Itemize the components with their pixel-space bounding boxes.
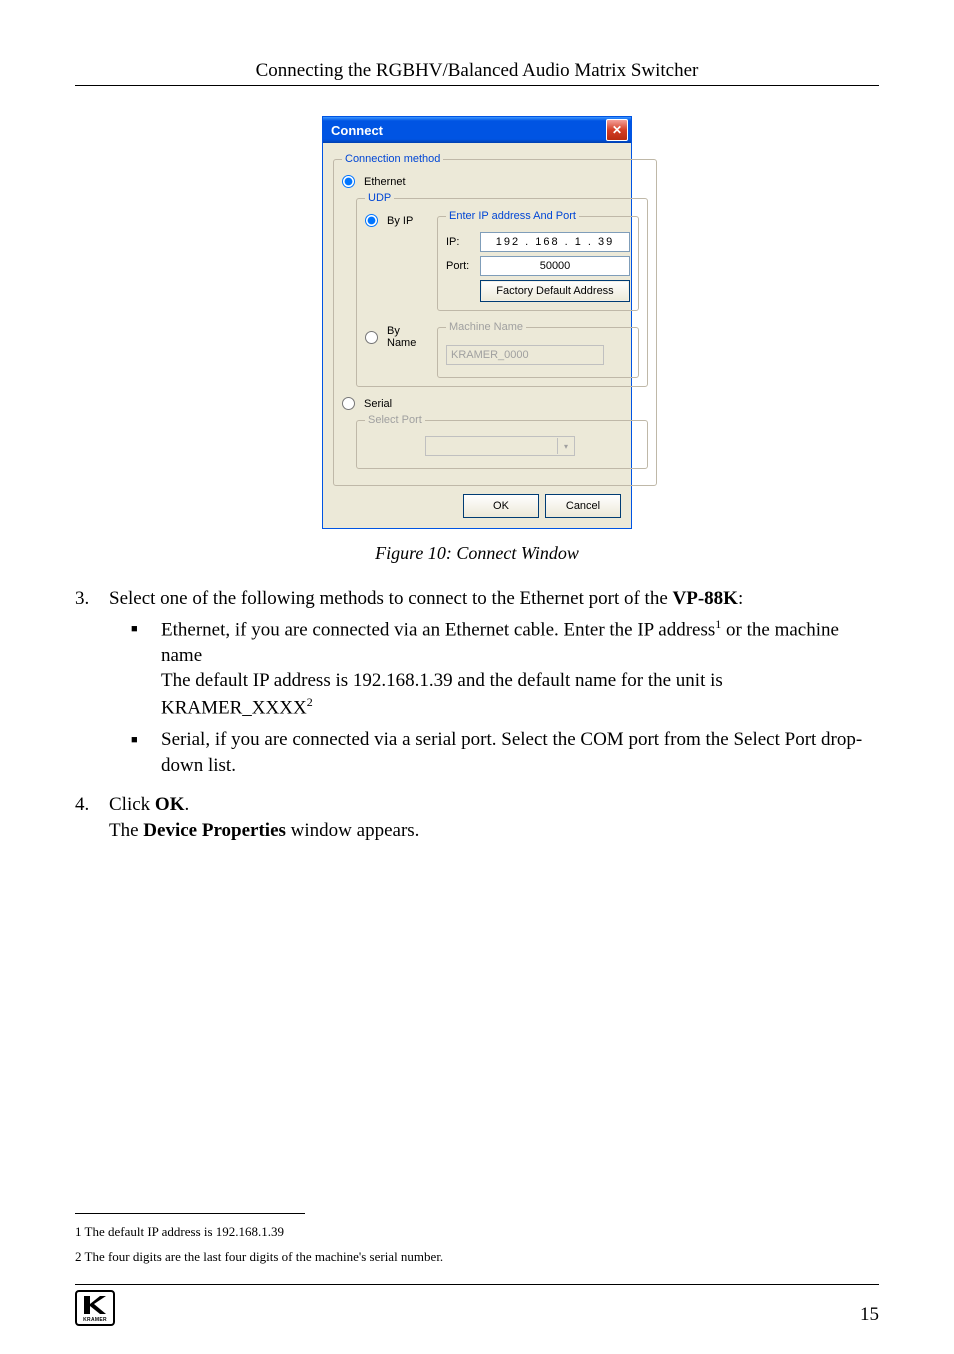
by-name-radio-row[interactable]: By Name	[365, 325, 431, 349]
machine-name-input[interactable]: KRAMER_0000	[446, 345, 604, 365]
serial-radio[interactable]	[342, 397, 355, 410]
close-button[interactable]: ✕	[606, 119, 628, 141]
by-ip-label: By IP	[387, 215, 413, 227]
step-4-f: window appears.	[286, 820, 420, 841]
bullet1-a: Ethernet, if you are connected via an Et…	[161, 619, 715, 640]
step-3-text-b: VP-88K	[673, 588, 738, 609]
step-4-num: 4.	[75, 792, 109, 843]
kramer-logo: KRAMER	[75, 1290, 115, 1326]
by-ip-radio[interactable]	[365, 214, 378, 227]
footnote-ref-2: 2	[307, 695, 313, 709]
step-3-num: 3.	[75, 586, 109, 784]
ip-label: IP:	[446, 236, 474, 248]
select-port-dropdown[interactable]: ▾	[425, 436, 575, 456]
step-3: 3. Select one of the following methods t…	[75, 586, 879, 784]
step-4: 4. Click OK. The Device Properties windo…	[75, 792, 879, 843]
step-4-d: The	[109, 820, 143, 841]
ethernet-radio-row[interactable]: Ethernet	[342, 175, 648, 188]
page-number: 15	[860, 1304, 879, 1326]
bullet-icon: ■	[131, 616, 161, 721]
figure-caption: Figure 10: Connect Window	[75, 543, 879, 564]
dialog-title: Connect	[331, 123, 383, 138]
machine-name-legend: Machine Name	[446, 321, 526, 333]
connection-method-legend: Connection method	[342, 153, 443, 165]
udp-legend: UDP	[365, 192, 394, 204]
step-4-c: .	[184, 794, 189, 815]
port-input[interactable]: 50000	[480, 256, 630, 276]
bullet1-c: The default IP address is 192.168.1.39 a…	[161, 670, 723, 718]
ip-row: IP: 192 . 168 . 1 . 39	[446, 232, 630, 252]
by-name-radio[interactable]	[365, 331, 378, 344]
by-name-label: By Name	[387, 325, 431, 349]
connect-dialog: Connect ✕ Connection method Ethernet UDP…	[322, 116, 632, 529]
dialog-container: Connect ✕ Connection method Ethernet UDP…	[75, 116, 879, 529]
page-footer: KRAMER 15	[75, 1284, 879, 1326]
step-4-e: Device Properties	[143, 820, 286, 841]
close-icon: ✕	[612, 123, 622, 137]
chevron-down-icon: ▾	[557, 438, 574, 454]
cancel-button[interactable]: Cancel	[545, 494, 621, 518]
select-port-legend: Select Port	[365, 414, 425, 426]
ip-port-legend: Enter IP address And Port	[446, 210, 579, 222]
step-4-a: Click	[109, 794, 155, 815]
step-3-text-a: Select one of the following methods to c…	[109, 588, 673, 609]
footnote-rule	[75, 1213, 305, 1214]
udp-group: UDP By IP Enter IP address And Port IP: …	[356, 192, 648, 387]
logo-icon	[82, 1294, 108, 1316]
bullet-icon: ■	[131, 727, 161, 778]
ethernet-radio[interactable]	[342, 175, 355, 188]
connection-method-group: Connection method Ethernet UDP By IP Ent…	[333, 153, 657, 486]
step-3-text-c: :	[738, 588, 743, 609]
bullet-ethernet: ■ Ethernet, if you are connected via an …	[131, 616, 879, 721]
ethernet-label: Ethernet	[364, 176, 406, 188]
instruction-list: 3. Select one of the following methods t…	[75, 586, 879, 843]
by-ip-radio-row[interactable]: By IP	[365, 214, 431, 227]
footnote-1: 1 The default IP address is 192.168.1.39	[75, 1220, 879, 1245]
serial-label: Serial	[364, 398, 392, 410]
dialog-button-row: OK Cancel	[333, 494, 621, 518]
page-header: Connecting the RGBHV/Balanced Audio Matr…	[75, 60, 879, 86]
ip-port-group: Enter IP address And Port IP: 192 . 168 …	[437, 210, 639, 311]
ip-input[interactable]: 192 . 168 . 1 . 39	[480, 232, 630, 252]
serial-radio-row[interactable]: Serial	[342, 397, 648, 410]
bullet-serial: ■ Serial, if you are connected via a ser…	[131, 727, 879, 778]
step-4-b: OK	[155, 794, 185, 815]
step-3-bullets: ■ Ethernet, if you are connected via an …	[131, 616, 879, 779]
dialog-body: Connection method Ethernet UDP By IP Ent…	[323, 143, 631, 528]
machine-name-group: Machine Name KRAMER_0000	[437, 321, 639, 378]
factory-default-button[interactable]: Factory Default Address	[480, 280, 630, 302]
bullet2-text: Serial, if you are connected via a seria…	[161, 727, 879, 778]
ok-button[interactable]: OK	[463, 494, 539, 518]
logo-text: KRAMER	[83, 1317, 107, 1323]
select-port-group: Select Port ▾	[356, 414, 648, 469]
port-row: Port: 50000	[446, 256, 630, 276]
dialog-titlebar: Connect ✕	[323, 117, 631, 143]
port-label: Port:	[446, 260, 474, 272]
footnote-2: 2 The four digits are the last four digi…	[75, 1245, 879, 1270]
footnotes: 1 The default IP address is 192.168.1.39…	[75, 1213, 879, 1269]
